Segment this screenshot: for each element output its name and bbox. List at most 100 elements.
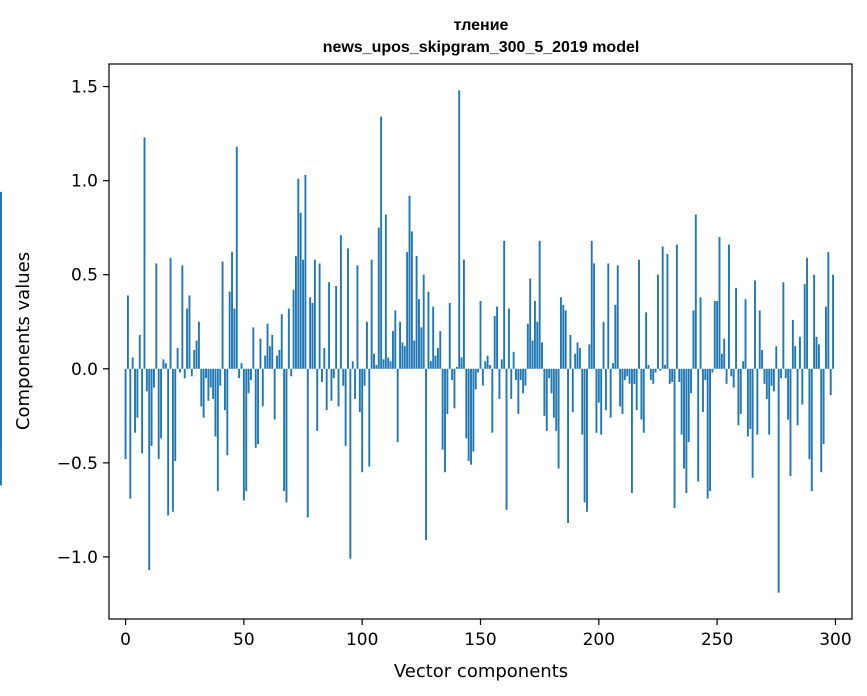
bar	[351, 361, 354, 369]
bar	[183, 368, 186, 379]
bar	[744, 299, 747, 369]
bar	[380, 116, 383, 369]
bar	[330, 368, 333, 401]
bar	[207, 368, 210, 401]
bar	[588, 344, 591, 369]
bar	[420, 327, 423, 369]
bar	[633, 368, 636, 384]
bar	[581, 368, 584, 435]
bar	[365, 321, 368, 369]
x-tick-label: 200	[583, 630, 615, 650]
bar	[552, 368, 555, 418]
bar	[616, 265, 619, 369]
bar	[276, 355, 278, 369]
bar	[614, 304, 617, 369]
bar	[406, 252, 409, 369]
x-tick-label: 0	[120, 630, 131, 650]
bar	[718, 237, 721, 369]
bar	[777, 368, 780, 593]
bar	[231, 252, 233, 369]
bar	[460, 357, 463, 369]
bar	[732, 368, 735, 388]
bar	[150, 368, 153, 446]
bar	[470, 368, 472, 465]
bar	[216, 368, 219, 492]
bar	[640, 368, 643, 420]
bar	[240, 363, 243, 369]
bar	[675, 244, 678, 369]
bar	[129, 368, 132, 499]
bar	[323, 348, 326, 369]
bar	[820, 368, 823, 473]
bar	[354, 368, 357, 399]
bar	[384, 214, 387, 369]
bar	[730, 368, 733, 377]
bar	[789, 368, 792, 477]
bar	[510, 368, 513, 399]
bar	[576, 342, 579, 369]
bar	[687, 368, 690, 443]
bar	[531, 340, 534, 369]
bar	[164, 363, 167, 369]
bar	[474, 368, 477, 390]
bar	[141, 368, 144, 454]
bar	[590, 240, 593, 369]
bar	[337, 368, 340, 407]
x-axis: 0 50 100 150 200 250 300	[120, 619, 852, 650]
y-tick-label: 0.0	[71, 360, 98, 380]
bar	[193, 349, 196, 369]
bar	[803, 284, 806, 369]
bar	[517, 368, 520, 414]
bar	[174, 368, 177, 461]
bar	[285, 368, 288, 503]
bar	[268, 346, 271, 369]
bar	[680, 368, 683, 435]
bar	[758, 310, 761, 369]
bar	[328, 282, 330, 369]
bar	[399, 321, 401, 369]
bar	[271, 334, 274, 369]
bar	[264, 355, 267, 369]
bar	[455, 366, 458, 369]
bar	[181, 265, 184, 369]
bar	[382, 359, 385, 369]
bar	[586, 368, 588, 512]
bar	[697, 368, 700, 482]
bar	[209, 368, 212, 388]
bar	[630, 368, 633, 493]
bar	[642, 368, 645, 433]
bar	[278, 349, 281, 369]
bar	[728, 244, 730, 369]
bar	[477, 368, 480, 373]
bar	[226, 368, 229, 456]
x-tick-label: 150	[464, 630, 496, 650]
bar	[259, 338, 262, 369]
chart-title: тление	[454, 17, 509, 34]
bar	[321, 368, 323, 382]
bar	[297, 178, 300, 369]
bar	[446, 368, 449, 414]
bar	[257, 368, 260, 445]
bar	[666, 254, 669, 369]
bar	[484, 361, 487, 369]
bar	[148, 368, 151, 571]
bar	[765, 368, 768, 399]
bars	[0, 90, 835, 593]
bar	[505, 368, 508, 510]
bar	[429, 361, 432, 369]
bar	[602, 321, 605, 369]
bar	[529, 278, 532, 369]
y-tick-label: 0.5	[71, 266, 98, 286]
bar	[467, 368, 470, 461]
bar	[422, 274, 425, 369]
bar	[233, 308, 236, 369]
bar	[389, 361, 392, 369]
bar	[772, 368, 775, 392]
chart-subtitle: news_upos_skipgram_300_5_2019 model	[323, 39, 640, 56]
bar	[143, 137, 146, 369]
x-tick-label: 100	[346, 630, 378, 650]
bar	[200, 368, 203, 407]
bar	[439, 331, 442, 369]
bar	[560, 297, 562, 369]
bar	[673, 368, 676, 508]
